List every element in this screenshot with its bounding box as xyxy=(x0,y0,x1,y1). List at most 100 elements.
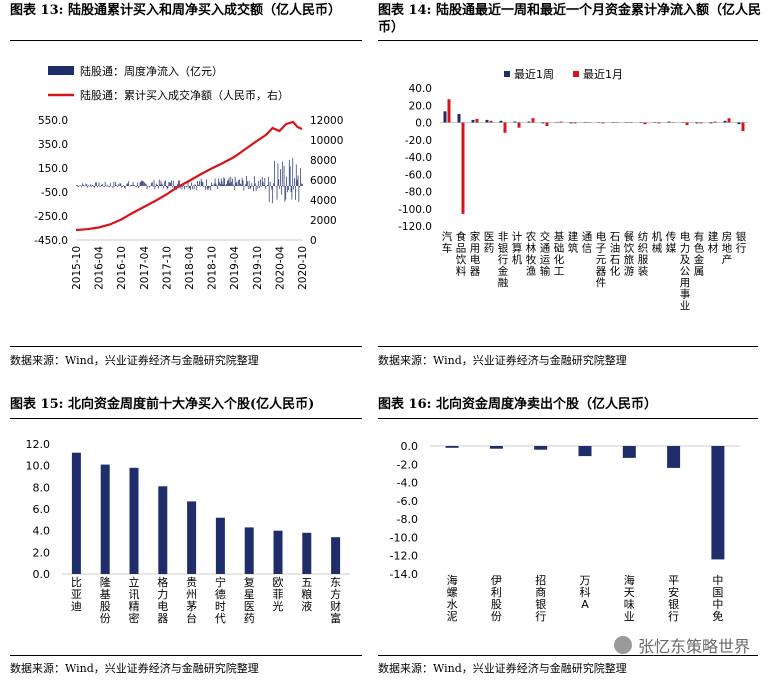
bar-month xyxy=(559,121,563,123)
y-tick-label: 0.0 xyxy=(33,568,51,581)
weekly-flow-bar xyxy=(105,185,107,186)
weekly-flow-bar xyxy=(158,179,160,186)
weekly-flow-bar xyxy=(142,180,144,186)
x-category-label: 东方财富 xyxy=(330,576,341,625)
weekly-flow-bar xyxy=(271,186,273,190)
x-category-label: 交通运输 xyxy=(540,230,551,278)
weekly-flow-bar xyxy=(267,176,269,186)
weekly-flow-bar xyxy=(209,186,211,187)
weekly-flow-bar xyxy=(187,180,189,186)
weekly-flow-bar xyxy=(93,186,95,188)
weekly-flow-bar xyxy=(119,182,121,186)
weekly-flow-bar xyxy=(295,164,297,186)
chart15-source: 数据来源：Wind，兴业证券经济与金融研究院整理 xyxy=(10,662,259,675)
weekly-flow-bar xyxy=(112,186,114,188)
x-category-label: 食品饮料 xyxy=(456,230,467,278)
weekly-flow-bar xyxy=(189,186,191,189)
y-left-tick-label: 150.0 xyxy=(38,163,68,175)
weekly-flow-bar xyxy=(159,184,161,186)
bar-net-buy xyxy=(302,532,312,574)
weekly-flow-bar xyxy=(198,184,199,186)
weekly-flow-bar xyxy=(110,183,111,186)
weekly-flow-bar xyxy=(202,182,204,186)
y-left-tick-label: -50.0 xyxy=(41,187,68,199)
weekly-flow-bar xyxy=(118,185,120,187)
weekly-flow-bar xyxy=(115,182,116,186)
x-category-label: 电子元器件 xyxy=(596,230,607,289)
bar-net-sell xyxy=(445,446,459,448)
legend-label-month: 最近1月 xyxy=(583,68,623,81)
weekly-flow-bar xyxy=(227,179,229,186)
weekly-flow-bar xyxy=(123,185,124,186)
weekly-flow-bar xyxy=(129,186,130,187)
x-tick-label: 2016-10 xyxy=(116,246,128,290)
weekly-flow-bar xyxy=(224,178,226,186)
weekly-flow-bar xyxy=(146,186,148,190)
x-category-label: 隆基股份 xyxy=(100,575,111,625)
bar-week xyxy=(667,121,671,123)
legend-label-cumulative: 陆股通：累计买入成交净额（人民币，右） xyxy=(80,88,289,102)
weekly-flow-bar xyxy=(212,184,213,186)
legend-label-week: 最近1周 xyxy=(514,68,554,81)
x-tick-label: 2019-10 xyxy=(252,246,264,290)
bar-week xyxy=(709,122,713,124)
weekly-flow-bar xyxy=(87,186,89,188)
y-right-tick-label: 8000 xyxy=(310,155,337,167)
weekly-flow-bar xyxy=(191,182,192,186)
weekly-flow-bar xyxy=(151,182,152,186)
bar-net-sell xyxy=(534,446,548,450)
x-category-label: 纺织服装 xyxy=(638,230,649,278)
bar-week xyxy=(513,121,517,123)
weekly-flow-bar xyxy=(243,186,245,191)
weekly-flow-bar xyxy=(264,177,266,186)
weekly-flow-bar xyxy=(167,186,169,189)
weekly-flow-bar xyxy=(217,186,219,190)
x-tick-label: 2018-04 xyxy=(184,246,196,290)
weekly-flow-bar xyxy=(277,163,279,186)
chart14-title: 图表 14: 陆股通最近一周和最近一个月资金累计净流入额（亿人民币） xyxy=(378,3,761,35)
bar-week xyxy=(471,119,475,123)
x-category-label: 伊利股份 xyxy=(491,574,502,623)
x-category-label: 计算机 xyxy=(512,230,523,266)
weekly-flow-bar xyxy=(139,182,141,186)
weekly-flow-bar xyxy=(203,186,205,188)
bar-month xyxy=(489,120,493,123)
weekly-flow-bar xyxy=(240,184,242,186)
weekly-flow-bar xyxy=(127,183,129,186)
x-category-label: 餐饮旅游 xyxy=(624,230,635,278)
weekly-flow-bar xyxy=(295,186,296,200)
weekly-flow-bar xyxy=(114,186,116,187)
weekly-flow-bar xyxy=(155,185,157,187)
bar-net-buy xyxy=(100,464,110,574)
bar-month xyxy=(475,119,479,123)
chart13-source: 数据来源：Wind，兴业证券经济与金融研究院整理 xyxy=(10,354,259,367)
y-right-tick-label: 12000 xyxy=(310,115,343,127)
x-category-label: 机械 xyxy=(652,230,663,255)
weekly-flow-bar xyxy=(116,185,117,186)
weekly-flow-bar xyxy=(130,185,131,186)
y-tick-label: -60.0 xyxy=(405,169,432,181)
weekly-flow-bar xyxy=(166,186,168,190)
weekly-flow-bar xyxy=(293,186,294,190)
weekly-flow-bar xyxy=(101,184,103,186)
weekly-flow-bar xyxy=(170,182,171,186)
weekly-flow-bar xyxy=(182,186,184,187)
weekly-flow-bar xyxy=(245,184,246,186)
weekly-flow-bar xyxy=(149,186,150,188)
weekly-flow-bar xyxy=(97,185,99,186)
weekly-flow-bar xyxy=(225,185,226,186)
weekly-flow-bar xyxy=(123,186,125,189)
weekly-flow-bar xyxy=(288,186,289,190)
weekly-flow-bar xyxy=(249,186,251,189)
bar-month xyxy=(573,122,577,124)
y-tick-label: -12.0 xyxy=(390,550,418,563)
bar-net-buy xyxy=(129,467,139,574)
weekly-flow-bar xyxy=(246,175,247,186)
legend-swatch-weekly-flow xyxy=(48,66,74,75)
weekly-flow-bar xyxy=(301,183,302,186)
weekly-flow-bar xyxy=(88,185,89,186)
weekly-flow-bar xyxy=(199,181,200,186)
bar-month xyxy=(447,99,451,123)
weekly-flow-bar xyxy=(82,183,83,186)
bar-month xyxy=(545,122,549,126)
